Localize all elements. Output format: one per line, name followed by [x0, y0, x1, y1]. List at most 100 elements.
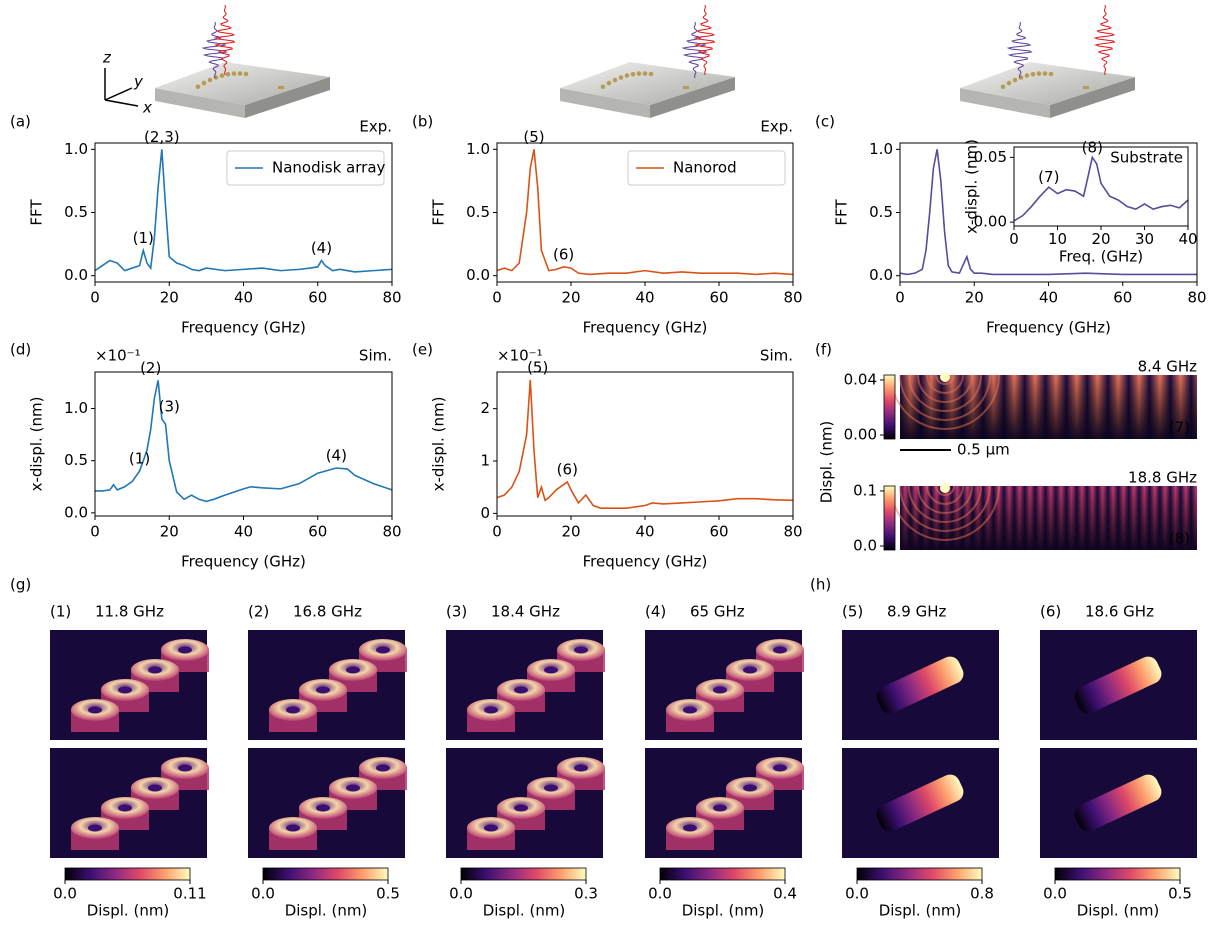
nanodisk	[1049, 72, 1054, 77]
annotation: (5)	[523, 128, 544, 146]
nanodisk	[226, 72, 231, 77]
x-tick-label: 20	[160, 289, 179, 307]
x-axis-label: Freq. (GHz)	[1059, 248, 1143, 266]
y-axis-label: FFT	[28, 199, 46, 226]
disk-hole	[148, 785, 162, 792]
colorbar-tick-label: 0.0	[648, 885, 672, 903]
disk-hole	[346, 667, 360, 674]
nanodisk	[208, 78, 213, 83]
y-tick-label: 2	[480, 399, 490, 417]
source	[940, 372, 950, 382]
panel-label: (a)	[10, 113, 31, 131]
colorbar-tick-label: 0.00	[844, 426, 877, 444]
colorbar-tick-label: 0.04	[844, 370, 877, 388]
pulse	[1095, 5, 1114, 75]
y-axis-label: x-displ. (nm)	[430, 397, 448, 492]
axis-arrow	[105, 100, 138, 106]
data-line	[95, 380, 392, 501]
y-tick-label: 1	[480, 452, 490, 470]
axis-arrow	[105, 88, 132, 100]
disk-hole	[484, 707, 498, 714]
x-tick-label: 0	[90, 523, 100, 541]
mode-tag: (5)	[842, 603, 863, 621]
map-mode: (7)	[1169, 419, 1190, 437]
mode-tag: (1)	[50, 603, 71, 621]
x-tick-label: 80	[783, 289, 802, 307]
annotation: (2,3)	[144, 128, 180, 146]
x-tick-label: 0	[492, 289, 502, 307]
legend-label: Nanodisk array	[272, 159, 386, 177]
colorbar-tick-label: 0.5	[1168, 885, 1192, 903]
panel-note: Sim.	[359, 347, 392, 365]
nanodisk	[1037, 71, 1042, 76]
colorbar	[660, 868, 785, 880]
y-tick-label: 1.0	[869, 140, 893, 158]
nanodisk	[643, 71, 648, 76]
disk-hole	[773, 647, 787, 654]
panel-note: Exp.	[760, 118, 793, 136]
x-tick-label: 20	[965, 289, 984, 307]
colorbar-tick-label: 0.0	[845, 885, 869, 903]
x-tick-label: 60	[1113, 289, 1132, 307]
nanorod	[278, 86, 284, 89]
y-tick-label: 0.5	[466, 203, 490, 221]
colorbar-tick-label: 0.0	[853, 537, 877, 555]
nanodisk	[619, 75, 624, 80]
disk-hole	[118, 687, 132, 694]
colorbar	[857, 868, 982, 880]
panel-label: (g)	[10, 576, 31, 594]
y-axis-label: x-displ. (nm)	[28, 397, 46, 492]
nanodisk	[637, 71, 642, 76]
colorbar-tick-label: 0.3	[574, 885, 598, 903]
y-axis-label: FFT	[833, 199, 851, 226]
disk-hole	[514, 687, 528, 694]
x-tick-label: 20	[1091, 230, 1110, 248]
mode-tag: (4)	[645, 603, 666, 621]
annotation: (6)	[557, 460, 578, 478]
mode-tag: (3)	[446, 603, 467, 621]
x-tick-label: 0	[492, 523, 502, 541]
mode-frequency: 8.9 GHz	[887, 603, 947, 621]
x-tick-label: 40	[234, 289, 253, 307]
annotation: (2)	[140, 359, 161, 377]
x-tick-label: 0	[895, 289, 905, 307]
disk-hole	[743, 667, 757, 674]
colorbar-tick-label: 0.5	[376, 885, 400, 903]
x-tick-label: 60	[308, 289, 327, 307]
panel-label: (e)	[412, 341, 433, 359]
disk-hole	[544, 785, 558, 792]
y-multiplier: ×10⁻¹	[497, 347, 543, 365]
x-axis-label: Frequency (GHz)	[583, 553, 708, 571]
annotation: (7)	[1038, 168, 1059, 186]
disk-hole	[316, 805, 330, 812]
colorbar	[65, 868, 190, 880]
y-tick-label: 0.0	[869, 266, 893, 284]
scale-bar-label: 0.5 µm	[957, 441, 1010, 459]
y-tick-label: 0.5	[64, 203, 88, 221]
disk-hole	[773, 765, 787, 772]
colorbar-label: Displ. (nm)	[1077, 902, 1160, 920]
y-tick-label: 0.0	[64, 266, 88, 284]
axis-letter: y	[133, 73, 144, 91]
colorbar-label: Displ. (nm)	[285, 902, 368, 920]
nanorod	[1083, 86, 1089, 89]
nanodisk	[220, 73, 225, 78]
x-tick-label: 40	[635, 289, 654, 307]
colorbar-label: Displ. (nm)	[879, 902, 962, 920]
nanodisk	[202, 81, 207, 86]
data-line	[497, 380, 793, 508]
colorbar	[1055, 868, 1180, 880]
disk-hole	[683, 707, 697, 714]
x-tick-label: 20	[561, 289, 580, 307]
x-tick-label: 80	[783, 523, 802, 541]
y-tick-label: 0.5	[64, 451, 88, 469]
y-axis-label: FFT	[430, 199, 448, 226]
nanodisk	[1025, 73, 1030, 78]
nanodisk	[607, 81, 612, 86]
figure: z y x 0204060800.00.51.0(1)(2,3)(4)Frequ…	[0, 0, 1222, 926]
x-tick-label: 20	[160, 523, 179, 541]
mode-tag: (2)	[248, 603, 269, 621]
nanodisk	[1007, 81, 1012, 86]
annotation: (4)	[311, 239, 332, 257]
nanodisk	[631, 72, 636, 77]
